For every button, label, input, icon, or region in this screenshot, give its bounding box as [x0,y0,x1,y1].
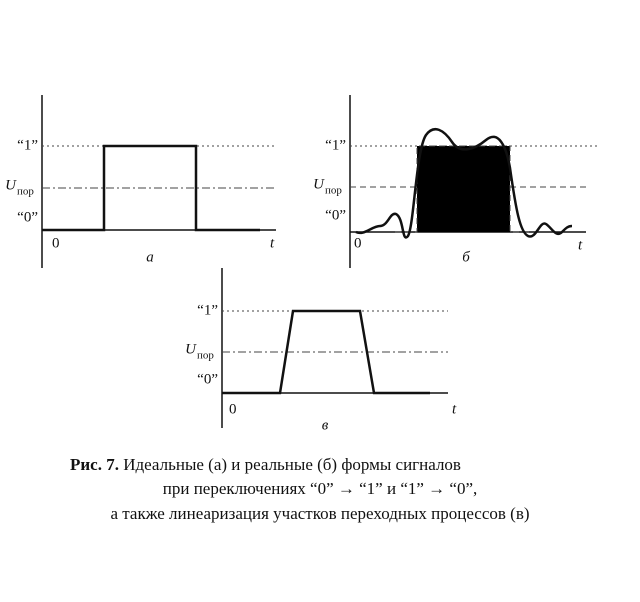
threshold-label: U [313,176,325,192]
threshold-subscript: пор [17,186,34,198]
level-zero-label: “0” [325,207,346,223]
panel-letter: б [462,249,470,265]
threshold-label: U [5,177,17,193]
origin-label: 0 [354,235,362,251]
origin-label: 0 [52,235,60,251]
level-zero-label: “0” [17,209,38,225]
threshold-label: U [185,341,197,357]
level-zero-label: “0” [197,371,218,387]
signal [222,309,430,395]
signal [42,144,260,232]
panel-b [349,95,600,268]
level-one-label: “1” [325,137,346,153]
caption-line: при переключениях “0” → “1” и “1” → “0”, [163,479,478,498]
caption-text: Идеальные (а) и реальные (б) формы сигна… [119,455,461,474]
panel-letter: а [146,249,154,265]
caption-label: Рис. 7. [70,455,119,474]
threshold-subscript: пор [325,185,342,197]
caption-line: Рис. 7. Идеальные (а) и реальные (б) фор… [70,455,461,474]
origin-label: 0 [229,401,237,417]
level-one-label: “1” [197,302,218,318]
panel-letter: в [322,417,329,433]
threshold-subscript: пор [197,350,214,362]
ideal-outline [395,145,530,233]
axis-label: t [270,235,275,251]
level-one-label: “1” [17,137,38,153]
axis-label: t [452,401,457,417]
axis-label: t [578,237,583,253]
signal [355,127,573,239]
caption-line: а также линеаризация участков переходных… [110,504,529,523]
panel-c [221,268,448,428]
panel-a [41,95,276,268]
